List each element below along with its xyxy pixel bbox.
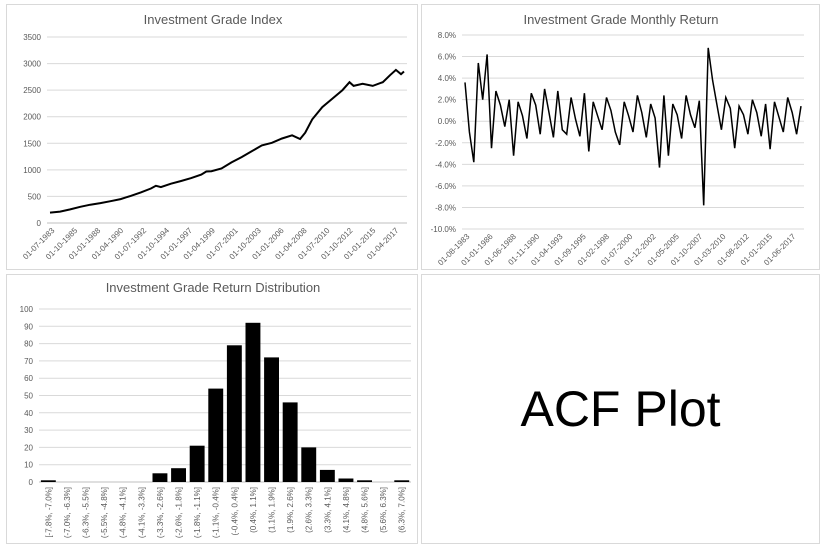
y-tick-label: 4.0% bbox=[438, 74, 456, 83]
histogram-bar bbox=[282, 402, 298, 482]
y-tick-label: 10 bbox=[24, 461, 33, 470]
y-tick-label: 8.0% bbox=[438, 31, 456, 40]
y-tick-label: 100 bbox=[20, 305, 34, 314]
acf-plot-panel: ACF Plot bbox=[421, 274, 820, 544]
histogram-bar bbox=[264, 357, 279, 482]
y-tick-label: 2.0% bbox=[438, 96, 456, 105]
monthly-return-series-line bbox=[464, 47, 802, 206]
index-chart: Investment Grade Index 0 500 1000 1500 2000 25… bbox=[21, 12, 407, 261]
x-category-label: (-7.0%, -6.3%] bbox=[63, 487, 72, 538]
histogram-bar bbox=[357, 480, 372, 482]
distribution-chart: Investment Grade Return Distribution 0 10 2… bbox=[20, 280, 411, 538]
chart-title: Investment Grade Index bbox=[144, 12, 283, 27]
histogram-bar bbox=[171, 468, 186, 482]
histogram-bar bbox=[152, 473, 168, 482]
y-tick-label: 30 bbox=[24, 426, 33, 435]
y-tick-label: 1500 bbox=[23, 139, 41, 148]
y-tick-label: -8.0% bbox=[435, 203, 456, 212]
y-tick-label: 70 bbox=[24, 357, 33, 366]
x-category-label: (-6.3%, -5.5%] bbox=[82, 487, 91, 538]
monthly-return-chart-panel: Investment Grade Monthly Return -10.0% -8.… bbox=[421, 4, 820, 270]
histogram-bar bbox=[245, 322, 261, 482]
x-category-label: (-3.3%, -2.6%] bbox=[156, 487, 165, 538]
chart-title: Investment Grade Return Distribution bbox=[106, 280, 321, 295]
histogram-bar bbox=[189, 445, 205, 482]
histogram-bar bbox=[208, 388, 224, 482]
y-tick-label: 2000 bbox=[23, 113, 41, 122]
chart-title: Investment Grade Monthly Return bbox=[523, 12, 718, 27]
x-category-label: (5.6%, 6.3%] bbox=[379, 487, 388, 533]
x-category-label: (6.3%, 7.0%] bbox=[398, 487, 407, 533]
x-category-label: (-4.1%, -3.3%] bbox=[137, 487, 146, 538]
y-tick-label: 6.0% bbox=[438, 53, 456, 62]
index-series-line bbox=[49, 68, 405, 214]
x-category-label: (-5.5%, -4.8%] bbox=[100, 487, 109, 538]
histogram-bar bbox=[319, 469, 335, 482]
y-tick-label: 0.0% bbox=[438, 117, 456, 126]
x-category-label: (4.1%, 4.8%] bbox=[342, 487, 351, 533]
y-tick-label: 0 bbox=[37, 219, 42, 228]
histogram-bar bbox=[394, 480, 410, 482]
histogram-bar bbox=[226, 345, 242, 482]
distribution-chart-panel: Investment Grade Return Distribution 0 10 2… bbox=[6, 274, 418, 544]
x-category-label: (3.3%, 4.1%] bbox=[323, 487, 332, 533]
histogram-bar bbox=[301, 447, 317, 482]
histogram-bar bbox=[40, 480, 56, 482]
histogram-bar bbox=[338, 478, 354, 482]
x-category-label: (-2.6%, -1.8%] bbox=[175, 487, 184, 538]
index-chart-panel: Investment Grade Index 0 500 1000 1500 2000 25… bbox=[6, 4, 418, 270]
x-category-label: (4.8%, 5.6%] bbox=[361, 487, 370, 533]
x-category-label: (2.6%, 3.3%] bbox=[305, 487, 314, 533]
x-category-label: (1.9%, 2.6%] bbox=[286, 487, 295, 533]
y-tick-label: 2500 bbox=[23, 86, 41, 95]
acf-plot-label: ACF Plot bbox=[520, 381, 721, 437]
y-tick-label: 50 bbox=[24, 392, 33, 401]
y-tick-label: 90 bbox=[24, 322, 33, 331]
y-tick-label: -4.0% bbox=[435, 160, 456, 169]
x-category-label: (1.1%, 1.9%] bbox=[268, 487, 277, 533]
x-category-label: [-7.8%, -7.0%] bbox=[44, 487, 53, 538]
y-tick-label: 80 bbox=[24, 340, 33, 349]
y-tick-label: 40 bbox=[24, 409, 33, 418]
monthly-return-chart: Investment Grade Monthly Return -10.0% -8.… bbox=[431, 12, 804, 267]
x-category-label: (0.4%, 1.1%] bbox=[249, 487, 258, 533]
y-tick-label: 500 bbox=[28, 192, 42, 201]
y-tick-label: 20 bbox=[24, 443, 33, 452]
x-category-label: (-0.4%, 0.4%] bbox=[230, 487, 239, 535]
y-tick-label: -6.0% bbox=[435, 182, 456, 191]
x-category-label: (-1.1%, -0.4%] bbox=[212, 487, 221, 538]
y-tick-label: 3500 bbox=[23, 33, 41, 42]
x-category-label: (-1.8%, -1.1%] bbox=[193, 487, 202, 538]
y-tick-label: 0 bbox=[29, 478, 34, 487]
y-tick-label: -10.0% bbox=[431, 225, 456, 234]
x-category-label: (-4.8%, -4.1%] bbox=[119, 487, 128, 538]
y-tick-label: -2.0% bbox=[435, 139, 456, 148]
y-tick-label: 1000 bbox=[23, 166, 41, 175]
y-tick-label: 3000 bbox=[23, 60, 41, 69]
y-tick-label: 60 bbox=[24, 374, 33, 383]
